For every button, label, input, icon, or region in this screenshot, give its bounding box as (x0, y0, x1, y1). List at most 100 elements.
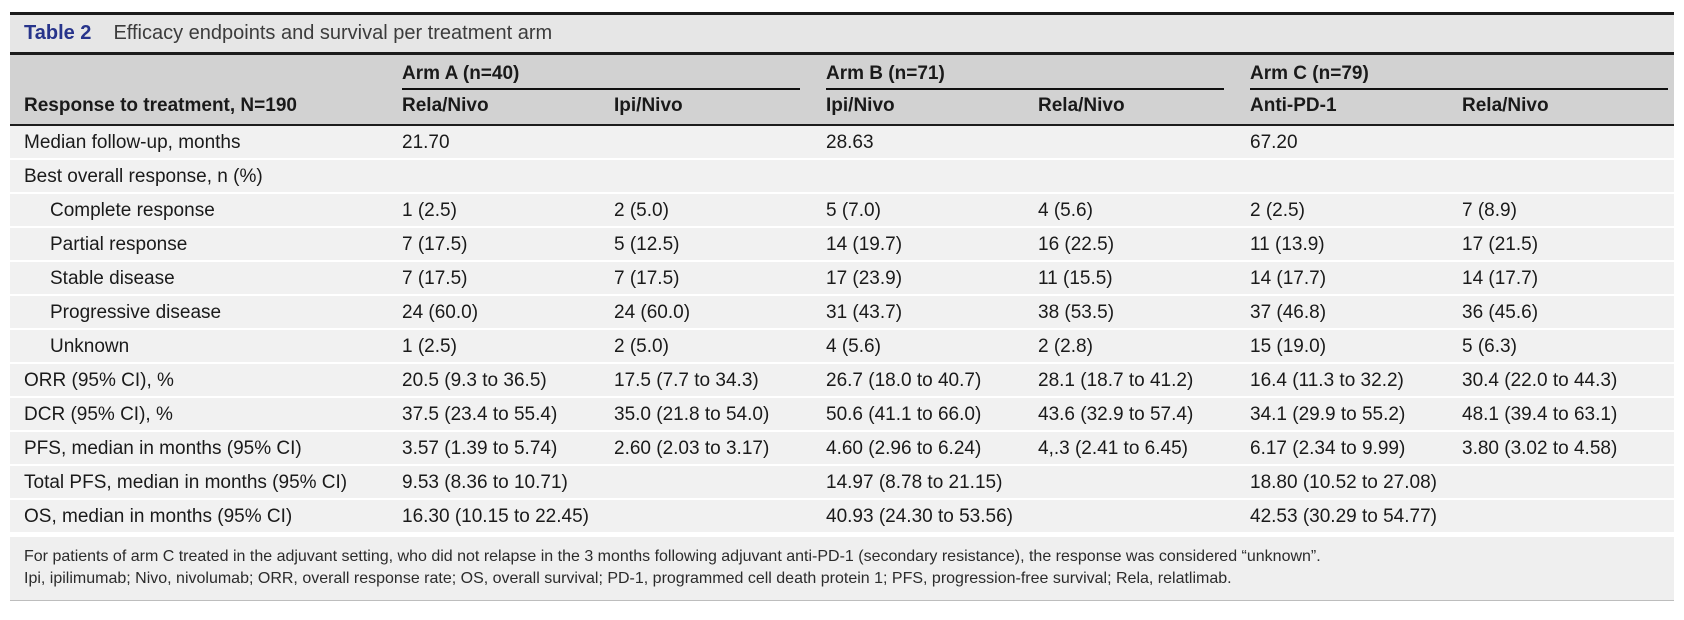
cell: 50.6 (41.1 to 66.0) (826, 397, 1038, 432)
cell: 3.57 (1.39 to 5.74) (402, 431, 614, 466)
cell: 14 (19.7) (826, 227, 1038, 262)
cell: 21.70 (402, 125, 614, 160)
cell: 11 (13.9) (1250, 227, 1462, 262)
arm-b-group-underline: Arm B (n=71) (826, 55, 1224, 90)
row-label: Partial response (10, 227, 402, 262)
cell: 30.4 (22.0 to 44.3) (1462, 363, 1674, 398)
cell: 28.63 (826, 125, 1038, 160)
cell: 15 (19.0) (1250, 329, 1462, 364)
row-label: Complete response (10, 193, 402, 228)
cell: 2 (5.0) (614, 193, 826, 228)
cell (1038, 125, 1250, 160)
col-header-arm-a-rela-nivo: Rela/Nivo (402, 90, 614, 126)
cell: 17.5 (7.7 to 34.3) (614, 363, 826, 398)
col-header-arm-b-rela-nivo: Rela/Nivo (1038, 90, 1250, 126)
cell-arm-a: 9.53 (8.36 to 10.71) (402, 465, 826, 500)
cell: 31 (43.7) (826, 295, 1038, 330)
table-row-os: OS, median in months (95% CI) 16.30 (10.… (10, 499, 1674, 534)
cell: 16 (22.5) (1038, 227, 1250, 262)
cell: 37 (46.8) (1250, 295, 1462, 330)
arm-b-group-header: Arm B (n=71) (826, 55, 1250, 90)
cell-arm-a: 16.30 (10.15 to 22.45) (402, 499, 826, 534)
cell: 2 (2.8) (1038, 329, 1250, 364)
table-row-stable-disease: Stable disease 7 (17.5) 7 (17.5) 17 (23.… (10, 261, 1674, 296)
cell-arm-c: 18.80 (10.52 to 27.08) (1250, 465, 1674, 500)
section-row-best-overall-response: Best overall response, n (%) (10, 159, 1674, 194)
arm-c-group-underline: Arm C (n=79) (1250, 55, 1668, 90)
cell: 3.80 (3.02 to 4.58) (1462, 431, 1674, 466)
cell: 24 (60.0) (402, 295, 614, 330)
row-label: Stable disease (10, 261, 402, 296)
table-row-dcr: DCR (95% CI), % 37.5 (23.4 to 55.4) 35.0… (10, 397, 1674, 432)
cell: 20.5 (9.3 to 36.5) (402, 363, 614, 398)
cell: 36 (45.6) (1462, 295, 1674, 330)
cell: 17 (23.9) (826, 261, 1038, 296)
cell: 7 (17.5) (402, 261, 614, 296)
col-header-arm-b-ipi-nivo: Ipi/Nivo (826, 90, 1038, 126)
table-title: Efficacy endpoints and survival per trea… (113, 22, 553, 44)
caption-rule (10, 52, 1674, 55)
cell: 43.6 (32.9 to 57.4) (1038, 397, 1250, 432)
table-footnotes: For patients of arm C treated in the adj… (10, 537, 1674, 601)
col-header-arm-c-anti-pd-1: Anti-PD-1 (1250, 90, 1462, 126)
cell: 17 (21.5) (1462, 227, 1674, 262)
cell: 5 (6.3) (1462, 329, 1674, 364)
table-label: Table 2 (24, 22, 92, 44)
cell: 2 (5.0) (614, 329, 826, 364)
cell: 1 (2.5) (402, 193, 614, 228)
row-label: Unknown (10, 329, 402, 364)
stub-spacer (10, 55, 402, 90)
row-label: Total PFS, median in months (95% CI) (10, 465, 402, 500)
arm-a-group-underline: Arm A (n=40) (402, 55, 800, 90)
table-row-complete-response: Complete response 1 (2.5) 2 (5.0) 5 (7.0… (10, 193, 1674, 228)
cell: 2.60 (2.03 to 3.17) (614, 431, 826, 466)
cell (614, 125, 826, 160)
top-rule (10, 12, 1674, 15)
table-row-progressive-disease: Progressive disease 24 (60.0) 24 (60.0) … (10, 295, 1674, 330)
cell: 34.1 (29.9 to 55.2) (1250, 397, 1462, 432)
cell: 4.60 (2.96 to 6.24) (826, 431, 1038, 466)
table-row-partial-response: Partial response 7 (17.5) 5 (12.5) 14 (1… (10, 227, 1674, 262)
cell: 11 (15.5) (1038, 261, 1250, 296)
cell: 48.1 (39.4 to 63.1) (1462, 397, 1674, 432)
cell-arm-b: 40.93 (24.30 to 53.56) (826, 499, 1250, 534)
section-label: Best overall response, n (%) (10, 159, 1674, 194)
cell-arm-c: 42.53 (30.29 to 54.77) (1250, 499, 1674, 534)
cell: 14 (17.7) (1250, 261, 1462, 296)
footnote-abbreviations: Ipi, ipilimumab; Nivo, nivolumab; ORR, o… (24, 570, 1232, 587)
arm-a-group-label: Arm A (n=40) (402, 63, 520, 84)
row-label: PFS, median in months (95% CI) (10, 431, 402, 466)
cell: 7 (8.9) (1462, 193, 1674, 228)
table-row-median-follow-up: Median follow-up, months 21.70 28.63 67.… (10, 125, 1674, 160)
cell: 16.4 (11.3 to 32.2) (1250, 363, 1462, 398)
efficacy-table: Arm A (n=40) Arm B (n=71) Arm C (n=79) R… (10, 55, 1674, 534)
cell: 28.1 (18.7 to 41.2) (1038, 363, 1250, 398)
row-label: OS, median in months (95% CI) (10, 499, 402, 534)
row-label: Progressive disease (10, 295, 402, 330)
cell: 7 (17.5) (402, 227, 614, 262)
arm-c-group-label: Arm C (n=79) (1250, 63, 1369, 84)
cell (1462, 125, 1674, 160)
row-label: ORR (95% CI), % (10, 363, 402, 398)
row-label: Median follow-up, months (10, 125, 402, 160)
arm-b-group-label: Arm B (n=71) (826, 63, 945, 84)
cell: 4 (5.6) (1038, 193, 1250, 228)
cell: 67.20 (1250, 125, 1462, 160)
table-row-total-pfs: Total PFS, median in months (95% CI) 9.5… (10, 465, 1674, 500)
stub-header: Response to treatment, N=190 (10, 90, 402, 126)
arm-c-group-header: Arm C (n=79) (1250, 55, 1674, 90)
cell: 24 (60.0) (614, 295, 826, 330)
cell: 7 (17.5) (614, 261, 826, 296)
table-caption: Table 2 Efficacy endpoints and survival … (10, 15, 1674, 52)
row-label: DCR (95% CI), % (10, 397, 402, 432)
footnote-adjuvant-setting: For patients of arm C treated in the adj… (24, 548, 1321, 565)
cell: 37.5 (23.4 to 55.4) (402, 397, 614, 432)
cell: 6.17 (2.34 to 9.99) (1250, 431, 1462, 466)
cell: 35.0 (21.8 to 54.0) (614, 397, 826, 432)
arm-group-header-row: Arm A (n=40) Arm B (n=71) Arm C (n=79) (10, 55, 1674, 90)
table-row-orr: ORR (95% CI), % 20.5 (9.3 to 36.5) 17.5 … (10, 363, 1674, 398)
col-header-arm-c-rela-nivo: Rela/Nivo (1462, 90, 1674, 126)
cell: 26.7 (18.0 to 40.7) (826, 363, 1038, 398)
arm-a-group-header: Arm A (n=40) (402, 55, 826, 90)
cell: 38 (53.5) (1038, 295, 1250, 330)
